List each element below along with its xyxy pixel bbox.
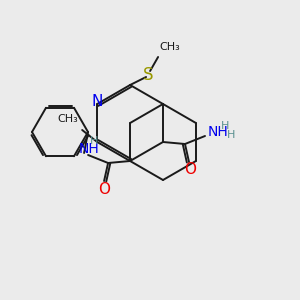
Text: H: H xyxy=(90,136,98,146)
Text: NH: NH xyxy=(79,142,100,156)
Text: O: O xyxy=(184,163,196,178)
Text: H: H xyxy=(221,121,229,131)
Text: NH: NH xyxy=(208,125,229,139)
Text: N: N xyxy=(92,94,103,110)
Text: H: H xyxy=(227,130,235,140)
Text: S: S xyxy=(143,66,153,84)
Text: O: O xyxy=(98,182,110,196)
Text: CH₃: CH₃ xyxy=(159,42,180,52)
Text: CH₃: CH₃ xyxy=(57,114,78,124)
